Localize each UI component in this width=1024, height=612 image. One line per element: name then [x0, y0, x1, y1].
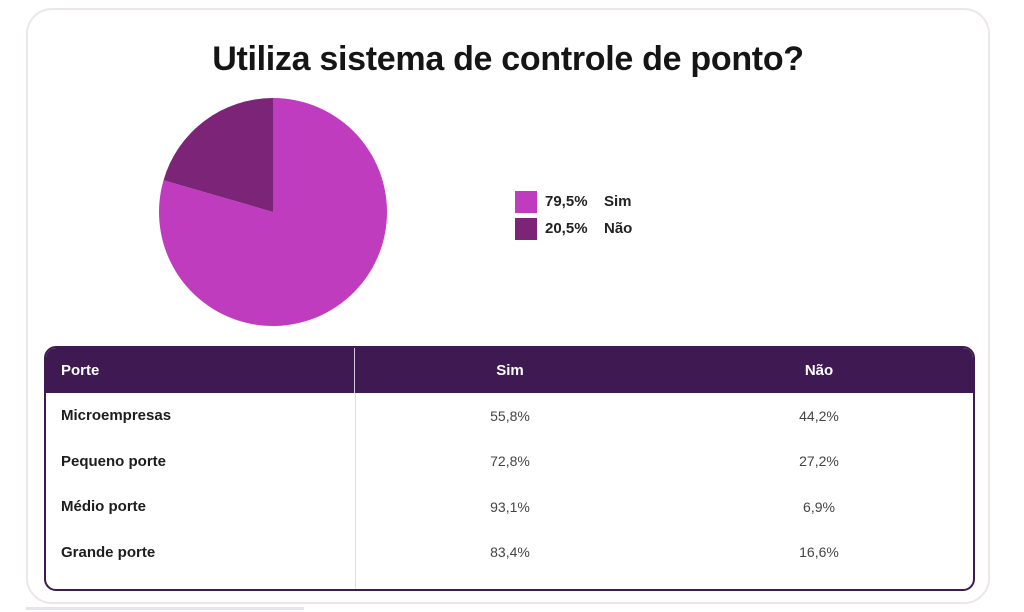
pie-chart — [159, 98, 387, 326]
row-label: Grande porte — [61, 543, 156, 561]
legend-swatch-nao — [515, 217, 537, 240]
table-body: Microempresas 55,8% 44,2% Pequeno porte … — [46, 393, 973, 589]
column-divider — [355, 393, 356, 589]
legend-swatch-sim — [515, 190, 537, 213]
chart-title: Utiliza sistema de controle de ponto? — [212, 40, 804, 78]
row-nao-value: 16,6% — [799, 544, 839, 561]
legend: 79,5% Sim 20,5% Não — [515, 188, 632, 242]
row-sim-value: 93,1% — [490, 498, 530, 515]
table-row: Médio porte 93,1% 6,9% — [46, 484, 973, 530]
table-row: Pequeno porte 72,8% 27,2% — [46, 439, 973, 485]
row-sim-value: 55,8% — [490, 407, 530, 424]
row-label: Pequeno porte — [61, 452, 167, 470]
row-nao-value: 44,2% — [799, 407, 839, 424]
legend-pct-nao: 20,5% — [545, 220, 588, 237]
row-sim-value: 83,4% — [490, 544, 530, 561]
legend-item-sim: 79,5% Sim — [515, 188, 632, 215]
porte-table: Porte Sim Não Microempresas 55,8% 44,2% … — [44, 346, 975, 591]
legend-item-nao: 20,5% Não — [515, 215, 632, 242]
legend-label-nao: Não — [604, 220, 633, 237]
header-sim: Sim — [496, 362, 524, 379]
row-nao-value: 27,2% — [799, 453, 839, 470]
table-row: Microempresas 55,8% 44,2% — [46, 393, 973, 439]
row-sim-value: 72,8% — [490, 453, 530, 470]
pie-slice-no — [163, 98, 273, 212]
legend-pct-sim: 79,5% — [545, 193, 588, 210]
page-edge-bar — [26, 607, 304, 610]
table-row: Grande porte 83,4% 16,6% — [46, 530, 973, 576]
row-label: Médio porte — [61, 498, 146, 516]
legend-label-sim: Sim — [604, 193, 632, 210]
header-nao: Não — [804, 362, 834, 379]
table-header: Porte Sim Não — [46, 348, 973, 393]
header-porte: Porte — [46, 348, 355, 393]
row-nao-value: 6,9% — [803, 498, 835, 515]
row-label: Microempresas — [61, 407, 172, 425]
